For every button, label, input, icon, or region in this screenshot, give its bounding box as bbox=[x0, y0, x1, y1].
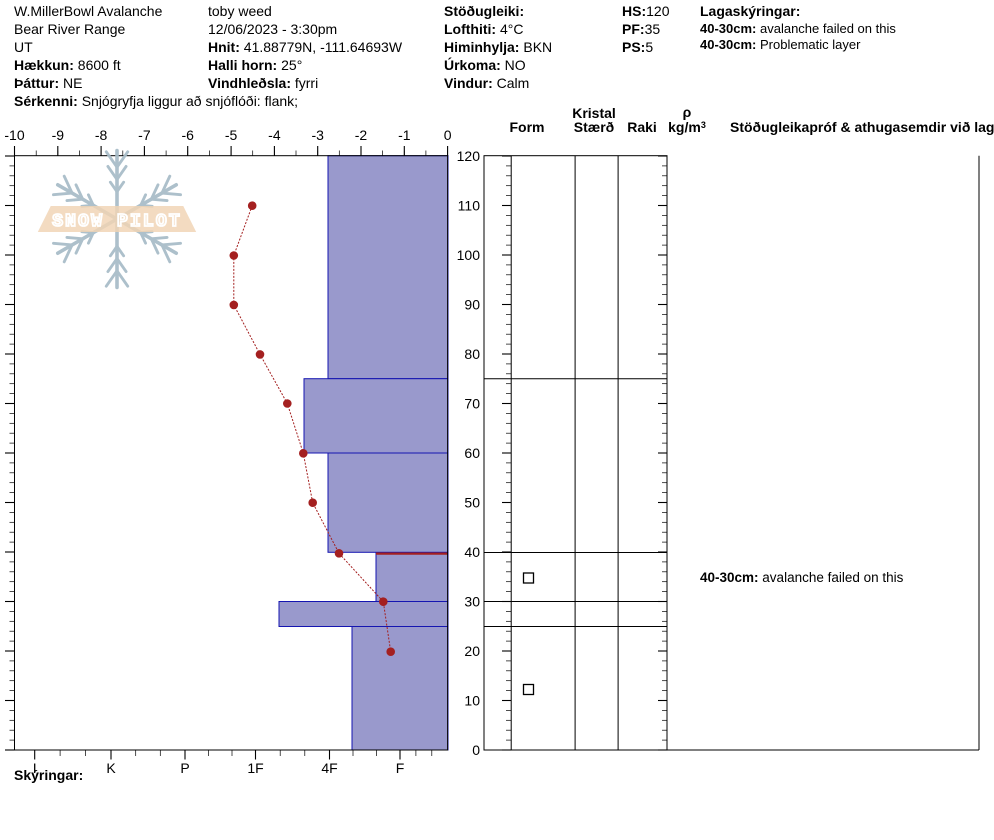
svg-text:4F: 4F bbox=[321, 760, 337, 776]
svg-text:F: F bbox=[396, 760, 405, 776]
svg-text:0: 0 bbox=[472, 742, 480, 758]
svg-text:P: P bbox=[180, 760, 189, 776]
svg-text:-6: -6 bbox=[181, 127, 194, 143]
svg-text:110: 110 bbox=[458, 198, 481, 214]
svg-text:Stærð: Stærð bbox=[574, 119, 614, 135]
svg-text:SNOW PILOT: SNOW PILOT bbox=[52, 212, 182, 232]
svg-text:1F: 1F bbox=[247, 760, 263, 776]
svg-text:-2: -2 bbox=[355, 127, 368, 143]
svg-text:Stöðugleikapróf & athugasemdir: Stöðugleikapróf & athugasemdir við lag bbox=[730, 119, 994, 135]
svg-text:70: 70 bbox=[464, 396, 480, 412]
svg-text:K: K bbox=[106, 760, 116, 776]
svg-text:20: 20 bbox=[464, 643, 480, 659]
svg-text:50: 50 bbox=[464, 495, 480, 511]
svg-text:I: I bbox=[33, 760, 37, 776]
svg-text:40-30cm: avalanche failed on t: 40-30cm: avalanche failed on this bbox=[700, 570, 904, 585]
svg-text:10: 10 bbox=[464, 693, 480, 709]
svg-text:-7: -7 bbox=[138, 127, 151, 143]
svg-text:-1: -1 bbox=[398, 127, 411, 143]
svg-text:-8: -8 bbox=[95, 127, 108, 143]
svg-text:-5: -5 bbox=[225, 127, 238, 143]
svg-text:ρ: ρ bbox=[683, 104, 692, 120]
svg-text:80: 80 bbox=[464, 346, 480, 362]
svg-text:-3: -3 bbox=[311, 127, 324, 143]
svg-text:Form: Form bbox=[510, 119, 545, 135]
svg-text:90: 90 bbox=[464, 297, 480, 313]
svg-text:60: 60 bbox=[464, 445, 480, 461]
svg-text:-9: -9 bbox=[52, 127, 65, 143]
svg-text:100: 100 bbox=[457, 247, 481, 263]
svg-text:40: 40 bbox=[464, 544, 480, 560]
svg-text:Raki: Raki bbox=[627, 119, 657, 135]
svg-text:120: 120 bbox=[457, 148, 481, 164]
svg-text:-10: -10 bbox=[4, 127, 24, 143]
svg-text:0: 0 bbox=[444, 127, 452, 143]
svg-text:30: 30 bbox=[464, 594, 480, 610]
svg-text:kg/m3: kg/m3 bbox=[668, 119, 706, 135]
svg-text:-4: -4 bbox=[268, 127, 281, 143]
